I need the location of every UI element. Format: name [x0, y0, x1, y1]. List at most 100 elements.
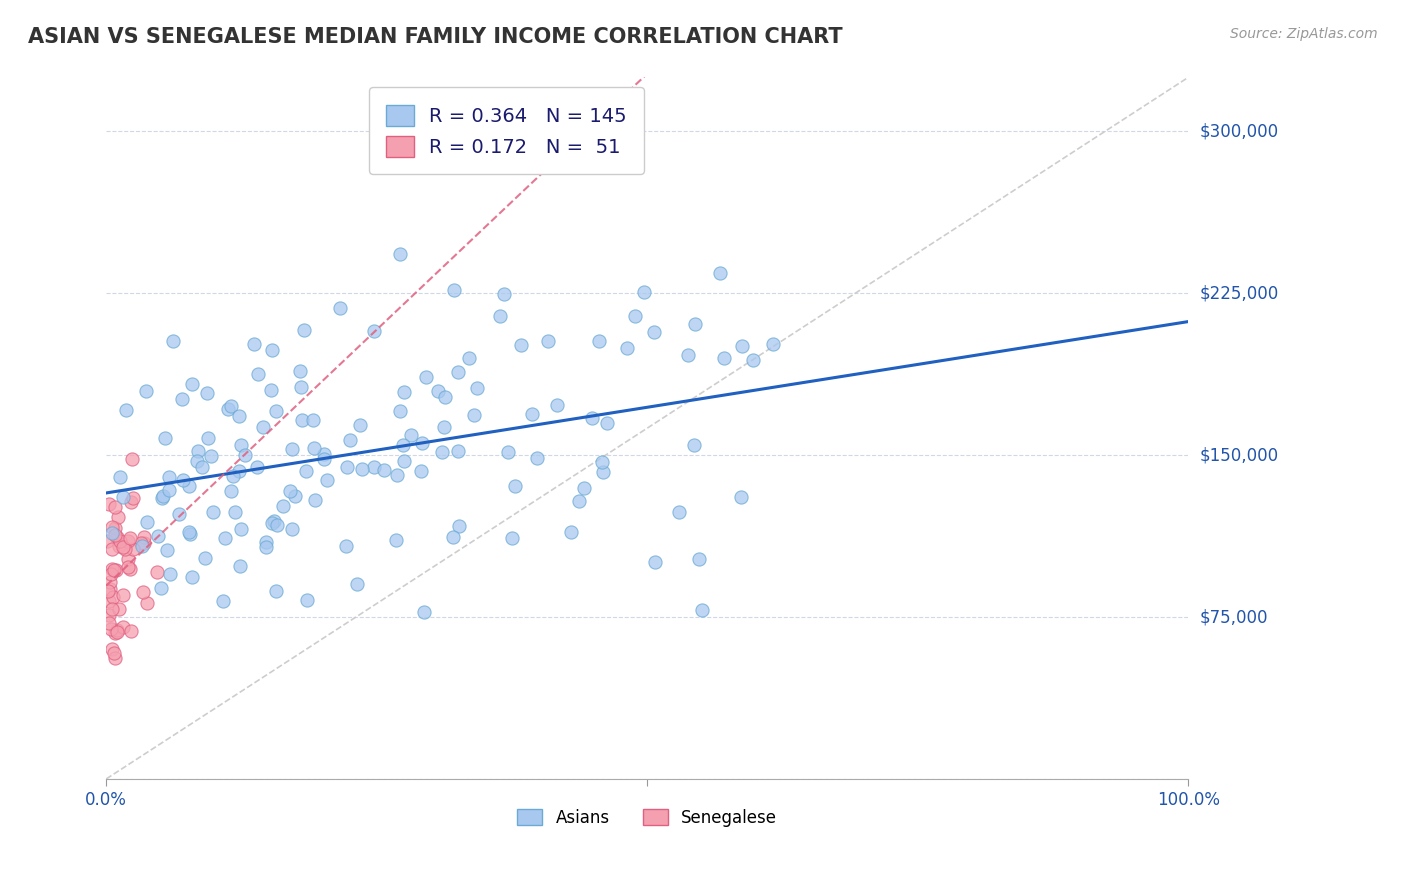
- Point: [304, 493, 326, 508]
- Point: [134, 535, 156, 549]
- Point: [623, 309, 645, 323]
- Point: [246, 459, 269, 474]
- Point: [292, 323, 315, 337]
- Point: [266, 518, 288, 533]
- Point: [271, 499, 294, 513]
- Point: [101, 562, 124, 576]
- Point: [373, 463, 395, 477]
- Point: [290, 364, 312, 378]
- Point: [427, 384, 450, 399]
- Point: [97, 594, 120, 608]
- Point: [135, 596, 157, 610]
- Point: [415, 370, 437, 384]
- Point: [112, 490, 135, 504]
- Point: [112, 587, 135, 601]
- Point: [312, 452, 335, 467]
- Point: [212, 594, 235, 608]
- Point: [492, 286, 515, 301]
- Point: [194, 551, 217, 566]
- Point: [443, 284, 465, 298]
- Point: [568, 494, 591, 508]
- Point: [120, 562, 142, 576]
- Point: [643, 325, 665, 339]
- Point: [104, 651, 127, 665]
- Point: [352, 462, 374, 476]
- Point: [108, 602, 131, 616]
- Point: [231, 438, 253, 452]
- Point: [112, 540, 135, 554]
- Point: [505, 479, 527, 493]
- Point: [235, 448, 257, 462]
- Point: [281, 522, 304, 536]
- Point: [97, 583, 120, 598]
- Point: [591, 455, 613, 469]
- Point: [97, 608, 120, 623]
- Point: [152, 489, 174, 503]
- Point: [509, 338, 531, 352]
- Point: [221, 399, 243, 413]
- Text: $150,000: $150,000: [1199, 446, 1278, 464]
- Point: [385, 533, 408, 547]
- Point: [546, 398, 568, 412]
- Point: [683, 317, 706, 331]
- Point: [101, 590, 124, 604]
- Point: [186, 454, 208, 468]
- Point: [363, 324, 385, 338]
- Point: [560, 525, 582, 540]
- Point: [392, 384, 415, 399]
- Point: [263, 514, 285, 528]
- Point: [120, 531, 142, 545]
- Point: [101, 542, 124, 557]
- Point: [574, 481, 596, 495]
- Point: [132, 584, 155, 599]
- Point: [121, 542, 143, 557]
- Point: [329, 301, 352, 315]
- Point: [229, 522, 252, 536]
- Point: [388, 247, 411, 261]
- Point: [179, 527, 201, 541]
- Point: [122, 491, 145, 506]
- Point: [465, 381, 488, 395]
- Point: [295, 593, 318, 607]
- Point: [409, 464, 432, 478]
- Point: [254, 534, 277, 549]
- Point: [222, 468, 245, 483]
- Point: [392, 454, 415, 468]
- Point: [195, 386, 218, 401]
- Text: Source: ZipAtlas.com: Source: ZipAtlas.com: [1230, 27, 1378, 41]
- Point: [433, 390, 456, 404]
- Point: [291, 413, 314, 427]
- Point: [690, 603, 713, 617]
- Point: [167, 507, 190, 521]
- Point: [200, 449, 222, 463]
- Point: [98, 582, 121, 597]
- Point: [616, 341, 638, 355]
- Point: [105, 563, 128, 577]
- Point: [110, 533, 132, 548]
- Point: [157, 483, 180, 497]
- Point: [501, 532, 523, 546]
- Point: [107, 509, 129, 524]
- Point: [339, 434, 361, 448]
- Point: [688, 551, 710, 566]
- Point: [252, 420, 274, 434]
- Point: [117, 552, 139, 566]
- Point: [349, 417, 371, 432]
- Legend: Asians, Senegalese: Asians, Senegalese: [510, 803, 785, 834]
- Point: [262, 343, 284, 357]
- Point: [96, 533, 118, 548]
- Point: [100, 622, 122, 636]
- Point: [157, 470, 180, 484]
- Point: [283, 489, 305, 503]
- Point: [446, 365, 468, 379]
- Point: [98, 574, 121, 589]
- Point: [162, 334, 184, 348]
- Point: [441, 530, 464, 544]
- Point: [430, 444, 453, 458]
- Point: [363, 459, 385, 474]
- Point: [742, 353, 765, 368]
- Point: [433, 420, 456, 434]
- Point: [101, 520, 124, 534]
- Point: [172, 473, 194, 487]
- Point: [108, 539, 131, 553]
